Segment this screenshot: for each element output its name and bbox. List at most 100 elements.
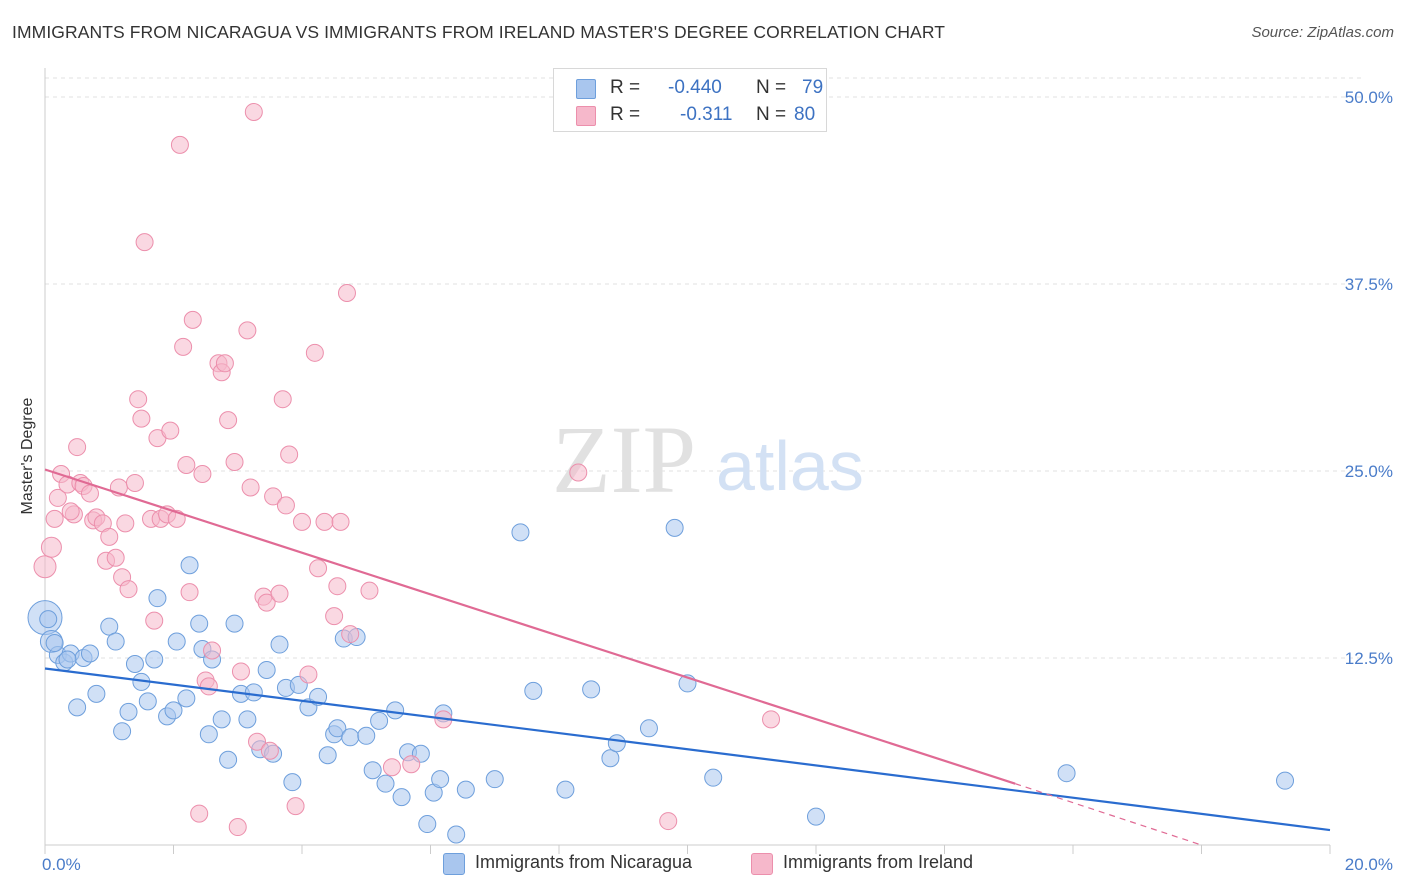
nicaragua-point [244, 683, 263, 702]
nicaragua-point [106, 632, 125, 651]
ireland-point [183, 310, 202, 329]
nicaragua-point [257, 660, 276, 679]
ireland-point [264, 487, 283, 506]
ireland-point [260, 741, 279, 760]
ireland-point [762, 710, 781, 729]
ireland-point [180, 583, 199, 602]
ireland-point [337, 283, 356, 302]
ireland-point [328, 577, 347, 596]
ireland-point [215, 354, 234, 373]
ireland-point [170, 135, 189, 154]
gridlines [45, 77, 1365, 659]
ireland-point [193, 464, 212, 483]
legend-r-value: -0.311 [680, 104, 733, 125]
tick-labels: 12.5% 25.0% 37.5% 50.0% 0.0% 20.0% [42, 88, 1393, 874]
ireland-point [238, 321, 257, 340]
ireland-point [273, 390, 292, 409]
nicaragua-point [190, 614, 209, 633]
ireland-point [203, 641, 222, 660]
axes [44, 68, 1331, 854]
ireland-point [293, 512, 311, 531]
legend-n-label: N = [756, 77, 787, 98]
bottom-legend-swatch-ireland [751, 853, 773, 875]
nicaragua-point [68, 698, 87, 717]
ireland-point [382, 758, 401, 777]
nicaragua-point [45, 634, 64, 653]
nicaragua-point [582, 680, 601, 699]
ireland-point [100, 527, 119, 546]
nicaragua-point [80, 644, 99, 663]
nicaragua-point [148, 589, 167, 608]
trend-lines [44, 468, 1331, 846]
ireland-point [659, 812, 678, 831]
nicaragua-point [511, 523, 530, 542]
nicaragua-point [167, 632, 186, 651]
y-tick-label: 37.5% [1345, 275, 1393, 294]
ireland-point [145, 611, 164, 630]
ireland-point [174, 337, 193, 356]
ireland-point [569, 463, 588, 482]
x-tick-label: 20.0% [1345, 855, 1393, 874]
nicaragua-point [704, 768, 723, 787]
legend-r-label: R = [610, 77, 641, 98]
legend-n-value: 79 [802, 77, 824, 98]
nicaragua-point [363, 761, 382, 780]
ireland-point [129, 390, 148, 409]
legend-r-label: R = [610, 104, 641, 125]
nicaragua-point [392, 788, 411, 807]
ireland-point [276, 496, 295, 515]
nicaragua-point [447, 825, 466, 844]
ireland-point [360, 581, 379, 600]
ireland-point [244, 102, 263, 121]
ireland-point [177, 456, 196, 475]
nicaragua-point [341, 728, 360, 747]
ireland-point [116, 514, 135, 533]
ireland-point [286, 797, 305, 816]
nicaragua-point [456, 780, 475, 799]
nicaragua-point [386, 701, 405, 720]
x-tick-label: 0.0% [42, 855, 81, 874]
watermark-zip: ZIP [552, 406, 696, 513]
legend-r-value: -0.440 [668, 77, 722, 98]
nicaragua-point [318, 746, 337, 765]
nicaragua-point [431, 770, 450, 789]
ireland-point [132, 409, 151, 428]
nicaragua-point [418, 815, 437, 834]
nicaragua-point [100, 617, 119, 636]
nicaragua-point [639, 719, 658, 738]
y-tick-label: 12.5% [1345, 649, 1393, 668]
ireland-point [190, 804, 209, 823]
ireland-trend-line [44, 468, 1016, 785]
nicaragua-point [524, 681, 543, 700]
nicaragua-trend-line [44, 667, 1331, 832]
bottom-legend-label-ireland: Immigrants from Ireland [783, 852, 974, 872]
nicaragua-point [58, 650, 77, 669]
nicaragua-point [370, 711, 389, 730]
ireland-point [257, 593, 276, 612]
nicaragua-point [309, 687, 328, 706]
nicaragua-point [119, 702, 138, 721]
ireland-point [280, 445, 299, 464]
nicaragua-point [807, 807, 825, 826]
ireland-point [270, 584, 289, 603]
ireland-point [219, 411, 238, 430]
nicaragua-point [180, 556, 199, 575]
nicaragua-point [376, 774, 395, 793]
nicaragua-point [556, 780, 575, 799]
source-credit: Source: ZipAtlas.com [1251, 24, 1394, 41]
nicaragua-point [283, 773, 302, 792]
nicaragua-point [164, 701, 183, 720]
legend-swatch-ireland [576, 106, 596, 126]
ireland-point [225, 453, 244, 472]
ireland-point [315, 512, 334, 531]
nicaragua-point [177, 689, 196, 708]
ireland-point [331, 512, 350, 531]
ireland-point [299, 665, 318, 684]
nicaragua-point [328, 719, 347, 738]
nicaragua-point [270, 635, 289, 654]
ireland-point [305, 343, 324, 362]
ireland-point [199, 677, 218, 696]
ireland-point [80, 484, 99, 503]
nicaragua-point [212, 710, 231, 729]
ireland-point [228, 818, 247, 837]
